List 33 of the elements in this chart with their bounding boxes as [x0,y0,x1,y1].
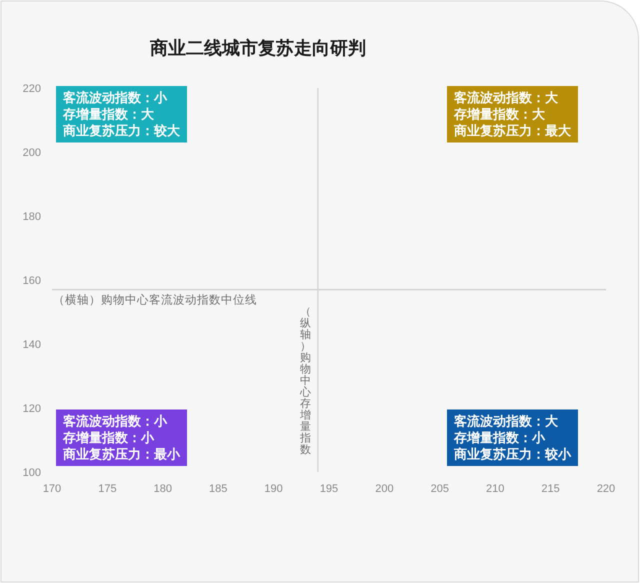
annotation: 客流波动指数：小 [62,414,168,428]
x-tick-label: 180 [154,483,172,495]
ref-line-label: （横轴）购物中心客流波动指数中位线 [53,294,257,307]
y-tick-label: 160 [22,275,41,287]
annotation: 客流波动指数：大 [453,414,559,428]
x-tick-label: 175 [98,483,117,495]
y-tick-label: 180 [22,211,41,223]
annotation: 存增量指数：小 [453,430,546,445]
x-tick-label: 170 [42,483,62,495]
annotation: 客流波动指数：大 [453,90,559,105]
x-tick-label: 205 [430,483,449,495]
annotation: 商业复苏压力：最小 [62,446,181,462]
ref-line-label: （纵轴）购物中心存增量指数 [300,306,311,456]
x-tick-label: 195 [320,483,338,495]
chart-title: 商业二线城市复苏走向研判 [149,38,366,58]
x-tick-label: 210 [486,483,504,495]
x-tick-label: 185 [209,483,228,495]
x-tick-label: 220 [596,483,616,495]
annotation: 存增量指数：小 [62,430,155,445]
x-tick-label: 215 [541,483,560,495]
x-tick-label: 200 [375,483,394,495]
y-tick-label: 140 [22,339,41,351]
annotation: 商业复苏压力：较小 [453,446,572,462]
y-tick-label: 220 [22,83,41,95]
annotation: 商业复苏压力：最大 [453,123,572,138]
y-tick-label: 120 [22,403,41,415]
y-tick-label: 200 [22,147,41,159]
annotation: 客流波动指数：小 [62,90,168,105]
x-tick-label: 190 [264,483,283,495]
annotation: 存增量指数：大 [62,106,155,122]
y-tick-label: 100 [22,467,41,479]
annotation: 存增量指数：大 [453,106,546,122]
annotation: 商业复苏压力：较大 [62,123,181,138]
